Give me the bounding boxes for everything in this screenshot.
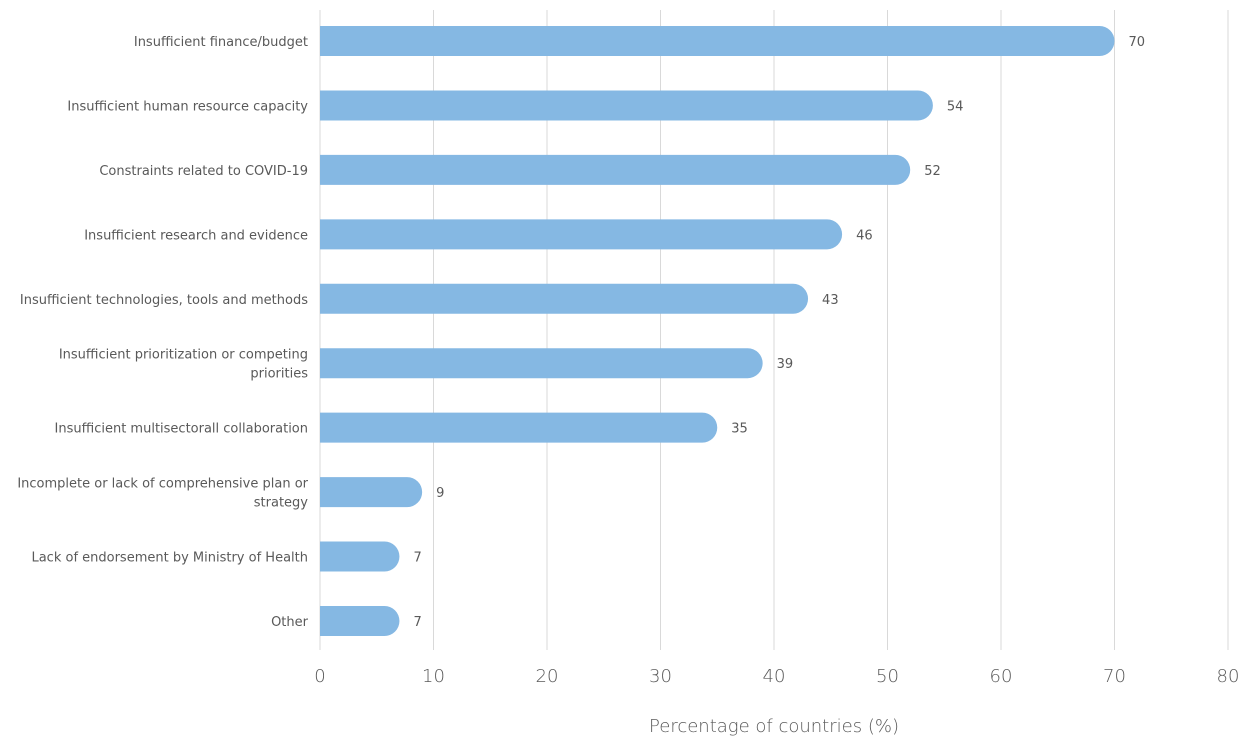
x-tick-label: 30: [649, 666, 672, 687]
category-label: Insufficient technologies, tools and met…: [20, 293, 308, 308]
data-label: 7: [413, 615, 421, 630]
category-label: Insufficient prioritization or competing…: [59, 348, 308, 382]
data-label: 54: [947, 99, 964, 114]
category-label-line: Insufficient prioritization or competing: [59, 348, 308, 363]
x-tick-label: 80: [1217, 666, 1240, 687]
bar: [320, 605, 400, 636]
category-label-line: Insufficient finance/budget: [134, 35, 308, 50]
x-axis-ticks: 0 10 20 30 40 50 60 70 80: [314, 666, 1239, 687]
category-label-line: Insufficient technologies, tools and met…: [20, 293, 308, 308]
bar: [320, 412, 718, 443]
bar: [320, 477, 423, 508]
category-label: Insufficient human resource capacity: [67, 99, 308, 114]
data-label: 46: [856, 228, 873, 243]
category-label-line: Other: [271, 615, 309, 630]
data-labels: 70 54 52 46 43 39 35 9 7 7: [413, 35, 1145, 630]
category-label: Insufficient finance/budget: [134, 35, 308, 50]
x-tick-label: 40: [763, 666, 786, 687]
data-label: 39: [777, 357, 794, 372]
x-tick-label: 50: [876, 666, 899, 687]
category-label-line: Insufficient research and evidence: [84, 228, 308, 243]
category-label: Other: [271, 615, 309, 630]
bar: [320, 90, 933, 121]
bars: [320, 26, 1115, 636]
category-label-line: strategy: [254, 496, 309, 511]
data-label: 7: [413, 551, 421, 566]
category-label-line: Insufficient multisectorall collaboratio…: [55, 422, 308, 437]
category-label: Lack of endorsement by Ministry of Healt…: [31, 551, 308, 566]
category-label-line: Lack of endorsement by Ministry of Healt…: [31, 551, 308, 566]
category-label: Incomplete or lack of comprehensive plan…: [17, 477, 308, 511]
data-label: 43: [822, 293, 839, 308]
category-label-line: Incomplete or lack of comprehensive plan…: [17, 477, 308, 492]
x-tick-label: 70: [1103, 666, 1126, 687]
bar: [320, 283, 809, 314]
x-tick-label: 20: [536, 666, 559, 687]
category-label: Insufficient multisectorall collaboratio…: [55, 422, 308, 437]
bar: [320, 219, 843, 250]
bar: [320, 154, 911, 185]
category-labels: Insufficient finance/budget Insufficient …: [17, 35, 308, 630]
x-tick-label: 60: [990, 666, 1013, 687]
category-label-line: priorities: [250, 367, 308, 382]
data-label: 70: [1129, 35, 1146, 50]
bar: [320, 26, 1115, 56]
x-tick-label: 0: [314, 666, 325, 687]
category-label: Insufficient research and evidence: [84, 228, 308, 243]
bar: [320, 348, 763, 379]
data-label: 9: [436, 486, 444, 501]
category-label-line: Constraints related to COVID-19: [99, 164, 308, 179]
data-label: 35: [731, 422, 748, 437]
category-label-line: Insufficient human resource capacity: [67, 99, 308, 114]
category-label: Constraints related to COVID-19: [99, 164, 308, 179]
bar: [320, 541, 400, 572]
x-axis-title: Percentage of countries (%): [649, 716, 899, 737]
x-tick-label: 10: [422, 666, 445, 687]
data-label: 52: [924, 164, 941, 179]
